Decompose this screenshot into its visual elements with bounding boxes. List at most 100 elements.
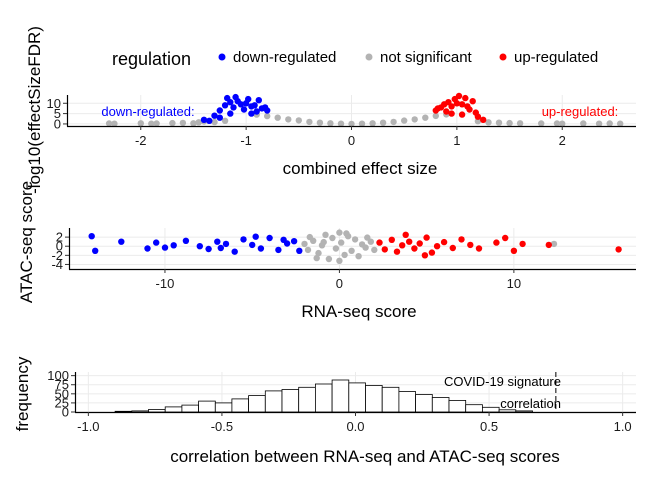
rna-atac-point-up-regulated [381,246,388,253]
rna-atac-point-down-regulated [240,236,247,243]
rna-atac-ytick-label: 2 [56,230,63,245]
histogram-ytick-label: 25 [55,395,69,410]
rna-atac-point-up-regulated [440,238,448,246]
rna-atac-point-down-regulated [290,238,298,245]
volcano-point-not-significant [538,120,545,127]
histogram-bar [465,404,483,413]
rna-atac-point-up-regulated [433,243,441,250]
volcano-annotation-up: up-regulated: [542,104,619,119]
volcano-xtick-label: 0 [348,133,355,148]
volcano-point-not-significant [306,118,313,126]
volcano-point-up-regulated [469,98,476,105]
rna-atac-point-not-significant [338,239,345,246]
histogram-bar [314,383,333,413]
rna-atac-point-down-regulated [275,246,282,254]
rna-atac-point-down-regulated [92,247,99,254]
rna-atac-point-down-regulated [196,243,203,250]
histogram-annotation-title: COVID-19 signature [444,374,561,389]
rna-atac-point-down-regulated [118,238,125,245]
rna-atac-points [88,229,622,264]
rna-atac-point-up-regulated [388,236,395,243]
rna-atac-point-not-significant [341,251,348,259]
volcano-point-not-significant [580,120,587,127]
histogram-bar [448,399,467,413]
rna-atac-point-up-regulated [402,231,409,238]
y-title-atac-score: ATAC-seq score [17,181,36,303]
histogram-bar [214,402,233,413]
rna-atac-point-up-regulated [428,249,436,256]
volcano-point-down-regulated [253,108,260,115]
volcano-point-not-significant [617,120,624,127]
volcano-point-not-significant [390,118,397,126]
volcano-point-not-significant [401,117,408,124]
volcano-point-not-significant [137,120,144,127]
volcano-point-up-regulated [448,110,455,117]
volcano-point-not-significant [506,119,513,127]
rna-atac-point-up-regulated [406,238,413,245]
volcano-point-up-regulated [443,108,450,115]
volcano-point-not-significant [295,117,302,124]
legend-title: regulation [112,49,191,69]
histogram-xtick-label: 1.0 [614,419,632,434]
rna-atac-point-not-significant [306,233,313,241]
legend-label-not-significant: not significant [380,49,473,66]
histogram-xtick-label: -1.0 [77,419,99,434]
legend-key-not-significant [365,53,373,61]
rna-atac-point-down-regulated [205,245,212,253]
rna-atac-point-down-regulated [214,238,221,245]
histogram-bar [365,385,383,413]
rna-atac-point-down-regulated [170,242,177,249]
rna-atac-point-not-significant [313,254,320,262]
legend-key-down-regulated [218,53,226,61]
rna-atac-point-not-significant [315,249,322,257]
volcano-point-down-regulated [216,114,223,121]
volcano-point-down-regulated [230,104,237,111]
rna-atac-point-up-regulated [399,242,406,249]
rna-atac-point-up-regulated [467,241,474,249]
histogram-panel: COVID-19 signature correlation -1.0 -0.5 0… [13,356,636,466]
volcano-point-down-regulated [240,106,248,113]
volcano-point-not-significant [422,114,429,121]
volcano-point-not-significant [153,120,160,127]
histogram-bar [231,398,249,413]
rna-atac-point-not-significant [364,234,371,241]
rna-atac-point-up-regulated [376,239,383,246]
rna-atac-point-up-regulated [423,234,430,241]
rna-atac-point-up-regulated [510,247,518,254]
rna-atac-point-not-significant [304,246,312,254]
volcano-point-not-significant [285,116,292,123]
rna-atac-point-not-significant [336,229,343,236]
volcano-point-up-regulated [458,111,466,118]
volcano-point-not-significant [516,120,524,127]
histogram-bar [381,386,400,413]
histogram-bar [415,394,433,413]
rna-atac-point-down-regulated [266,234,273,242]
volcano-point-not-significant [411,116,418,123]
histogram-xtick-label: -0.5 [211,419,233,434]
volcano-ytick-label: 5 [54,106,61,121]
volcano-x-title: combined effect size [283,159,438,178]
volcano-ytick-label: 10 [47,96,61,111]
volcano-point-not-significant [559,120,566,127]
rna-atac-point-not-significant [320,238,327,246]
volcano-point-not-significant [432,112,439,120]
volcano-point-down-regulated [200,116,208,124]
rna-atac-point-up-regulated [421,252,429,259]
rna-atac-point-up-regulated [493,239,500,246]
volcano-point-up-regulated [455,92,463,100]
rna-atac-point-not-significant [351,236,359,243]
rna-atac-point-up-regulated [411,245,418,252]
rna-atac-point-down-regulated [88,233,95,240]
volcano-point-up-regulated [448,103,455,110]
legend-key-up-regulated [499,53,507,61]
histogram-ytick-label: 75 [55,377,69,392]
volcano-point-down-regulated [221,102,229,109]
rna-atac-xtick-label: -10 [156,276,175,291]
rna-atac-point-down-regulated [257,245,265,252]
rna-atac-point-up-regulated [458,236,465,243]
rna-atac-point-up-regulated [416,240,423,247]
volcano-point-not-significant [495,119,503,126]
volcano-point-not-significant [595,120,603,127]
rna-atac-point-not-significant [301,240,308,248]
